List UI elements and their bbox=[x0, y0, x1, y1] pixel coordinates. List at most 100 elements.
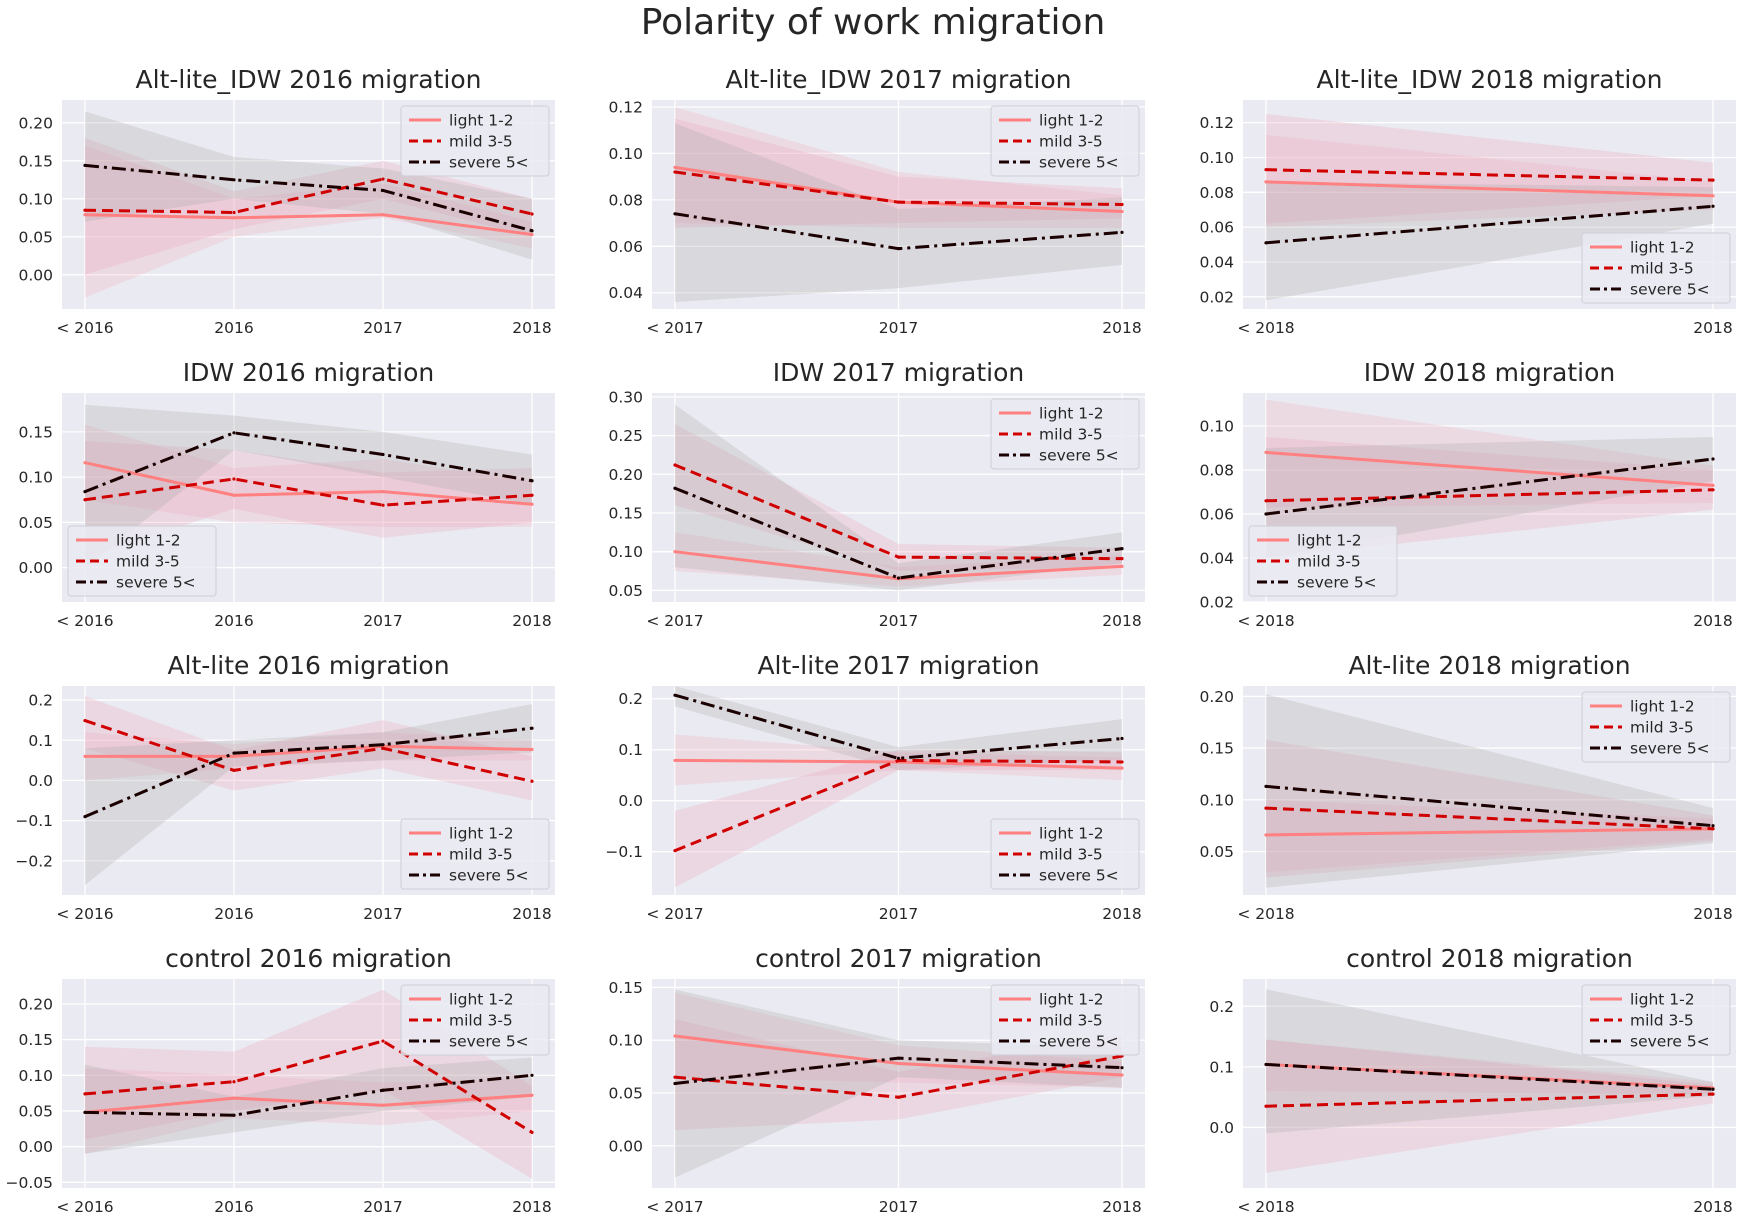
panel-4-point-severe-2 bbox=[232, 431, 236, 435]
panel-5-ytick-1: 0.05 bbox=[608, 582, 643, 600]
panel-8-point-mild-1 bbox=[673, 849, 677, 853]
panel-3-point-light-2 bbox=[1711, 194, 1715, 198]
panel-4-legend-label-light: light 1-2 bbox=[116, 532, 181, 550]
panel-2-ytick-5: 0.12 bbox=[608, 98, 643, 116]
panel-5-ytick-5: 0.25 bbox=[608, 427, 643, 445]
panel-6-legend-frame bbox=[1248, 525, 1398, 597]
panel-9-point-light-1 bbox=[1264, 833, 1268, 837]
panel-2-legend-frame bbox=[990, 105, 1140, 177]
panel-10-xtick-2016: 2016 bbox=[214, 1198, 253, 1216]
panel-3-line-severe bbox=[1265, 204, 1714, 245]
panel-12-ytick-2: 0.1 bbox=[1209, 1058, 1234, 1076]
panel-1-ytick-1: 0.00 bbox=[18, 266, 53, 284]
panel-6-ytick-3: 0.06 bbox=[1199, 506, 1234, 524]
panel-8-point-light-3 bbox=[1120, 766, 1124, 770]
panel-10-line-mild bbox=[84, 1039, 533, 1134]
panel-1-legend: light 1-2 mild 3-5 severe 5< bbox=[400, 105, 550, 177]
panel-7-legend-frame bbox=[400, 818, 550, 890]
panel-4-point-mild-3 bbox=[381, 503, 385, 507]
panel-4-ytick-3: 0.10 bbox=[18, 469, 53, 487]
panel-7-title: Alt-lite 2016 migration bbox=[167, 651, 449, 680]
panel-9-line-light bbox=[1265, 827, 1714, 837]
panel-10-point-mild-3 bbox=[381, 1039, 385, 1043]
panel-6-point-mild-2 bbox=[1711, 488, 1715, 492]
panel-1-point-mild-1 bbox=[83, 208, 87, 212]
panel-1-point-light-1 bbox=[83, 213, 87, 217]
panel-5: IDW 2017 migration 0.05 0.10 0.15 0.20 0.25 0.… bbox=[608, 358, 1145, 630]
panel-8-legend-frame bbox=[990, 818, 1140, 890]
panel-1-point-light-4 bbox=[530, 232, 534, 237]
panel-12-legend-label-severe: severe 5< bbox=[1630, 1033, 1710, 1051]
panel-5-point-severe-2 bbox=[896, 576, 901, 580]
panel-3-xtick-2018: 2018 bbox=[1693, 319, 1732, 337]
panel-7-ytick-3: 0.0 bbox=[28, 772, 53, 790]
panel-1-ytick-3: 0.10 bbox=[18, 190, 53, 208]
panel-2-point-light-1 bbox=[673, 165, 677, 169]
panel-11-point-severe-1 bbox=[673, 1081, 677, 1086]
panel-8-point-severe-2 bbox=[896, 756, 901, 760]
panel-12-band-severe bbox=[1266, 989, 1713, 1134]
panel-9-legend-label-light: light 1-2 bbox=[1630, 698, 1695, 716]
panel-7-line-mild bbox=[84, 719, 533, 783]
panel-2-ytick-3: 0.08 bbox=[608, 191, 643, 209]
panel-7-xtick-2016: 2016 bbox=[214, 905, 253, 923]
panel-7-point-severe-3 bbox=[381, 743, 385, 747]
panel-3-legend-label-light: light 1-2 bbox=[1630, 239, 1695, 257]
panel-5-legend-frame bbox=[990, 398, 1140, 470]
panel-5-line-severe bbox=[674, 486, 1123, 580]
panel-9-point-mild-1 bbox=[1264, 806, 1268, 810]
panel-8-ytick-2: 0.0 bbox=[618, 792, 643, 810]
panel-10-legend-label-light: light 1-2 bbox=[449, 991, 514, 1009]
panel-11-ytick-1: 0.00 bbox=[608, 1137, 643, 1155]
panel-2-legend-label-mild: mild 3-5 bbox=[1039, 133, 1103, 151]
panel-3-point-light-1 bbox=[1264, 180, 1268, 184]
panel-6-legend-label-light: light 1-2 bbox=[1297, 532, 1362, 550]
panel-5-point-severe-1 bbox=[673, 486, 677, 490]
panel-5-ytick-3: 0.15 bbox=[608, 504, 643, 522]
panel-8-legend-label-light: light 1-2 bbox=[1039, 825, 1104, 843]
panel-10-title: control 2016 migration bbox=[165, 944, 452, 973]
panel-9-point-mild-2 bbox=[1711, 827, 1715, 831]
panel-11-point-light-2 bbox=[896, 1061, 901, 1066]
panel-1-point-light-2 bbox=[232, 216, 236, 220]
panel-11: control 2017 migration 0.00 0.05 0.10 0.15 < … bbox=[608, 944, 1145, 1216]
panel-9-ytick-3: 0.15 bbox=[1199, 740, 1234, 758]
panel-12-legend-label-light: light 1-2 bbox=[1630, 991, 1695, 1009]
panel-11-legend: light 1-2 mild 3-5 severe 5< bbox=[990, 984, 1140, 1056]
panel-1-point-severe-2 bbox=[232, 178, 236, 182]
panel-9-ytick-1: 0.05 bbox=[1199, 843, 1234, 861]
panel-2-band-light bbox=[675, 106, 1122, 228]
panel-11-xtick-2017: 2017 bbox=[879, 1198, 918, 1216]
panel-2-ytick-2: 0.06 bbox=[608, 238, 643, 256]
panel-3-point-severe-2 bbox=[1711, 204, 1715, 208]
panel-12-line-severe bbox=[1265, 1062, 1714, 1091]
panel-3-ytick-5: 0.10 bbox=[1199, 149, 1234, 167]
panel-3-ytick-4: 0.08 bbox=[1199, 184, 1234, 202]
panel-11-title: control 2017 migration bbox=[755, 944, 1042, 973]
panel-6-line-mild bbox=[1265, 488, 1714, 503]
panel-12-xtick-2018: 2018 bbox=[1693, 1198, 1732, 1216]
panel-10-ytick-3: 0.05 bbox=[18, 1102, 53, 1120]
panel-3-point-severe-1 bbox=[1264, 241, 1268, 245]
panel-4-point-mild-1 bbox=[83, 498, 87, 502]
panel-4-point-light-2 bbox=[232, 493, 236, 497]
panel-7-xtick-2018: 2018 bbox=[512, 905, 551, 923]
panel-5-ytick-6: 0.30 bbox=[608, 388, 643, 406]
panel-9-xtick-2018: 2018 bbox=[1693, 905, 1732, 923]
panel-12: control 2018 migration 0.0 0.1 0.2 < 2018 201… bbox=[1209, 944, 1736, 1216]
panel-11-point-mild-1 bbox=[673, 1075, 677, 1079]
figure-title: Polarity of work migration bbox=[641, 2, 1106, 43]
panel-1-band-light bbox=[85, 145, 532, 298]
panel-5-point-mild-3 bbox=[1120, 557, 1124, 561]
panel-9-point-severe-1 bbox=[1264, 784, 1268, 788]
panel-10-legend: light 1-2 mild 3-5 severe 5< bbox=[400, 984, 550, 1056]
panel-6-ytick-2: 0.04 bbox=[1199, 550, 1234, 568]
panel-9-line-severe bbox=[1265, 784, 1714, 828]
panel-4-legend-frame bbox=[67, 525, 217, 597]
panel-1-legend-label-severe: severe 5< bbox=[449, 154, 529, 172]
panel-11-xtick-2018: 2018 bbox=[1102, 1198, 1141, 1216]
panel-9-legend: light 1-2 mild 3-5 severe 5< bbox=[1581, 691, 1731, 763]
panel-4-point-light-1 bbox=[83, 461, 87, 465]
panel-8-point-light-1 bbox=[673, 758, 677, 763]
panel-6-legend-label-severe: severe 5< bbox=[1297, 574, 1377, 592]
